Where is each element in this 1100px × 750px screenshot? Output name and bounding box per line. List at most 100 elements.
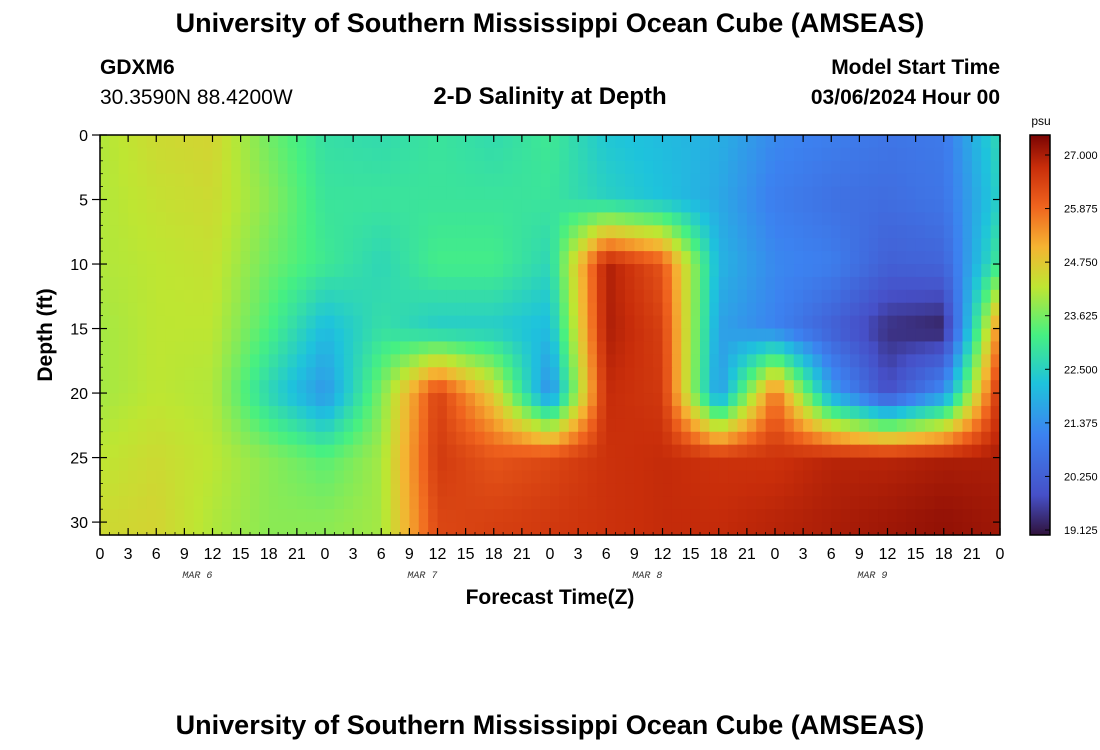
heatmap-cell [596, 380, 607, 394]
heatmap-cell [821, 328, 832, 343]
heatmap-cell [109, 470, 120, 484]
heatmap-cell [296, 470, 307, 484]
heatmap-cell [221, 509, 232, 523]
heatmap-cell [137, 135, 148, 149]
heatmap-cell [240, 341, 251, 355]
heatmap-cell [568, 444, 579, 459]
heatmap-cell [521, 431, 532, 446]
heatmap-cell [887, 238, 898, 252]
heatmap-cell [850, 276, 860, 291]
heatmap-cell [962, 328, 973, 343]
heatmap-cell [512, 367, 523, 381]
heatmap-cell [390, 302, 401, 317]
heatmap-cell [371, 457, 382, 472]
heatmap-cell [221, 496, 232, 510]
heatmap-cell [596, 276, 607, 291]
heatmap-cell [137, 276, 148, 291]
heatmap-cell [493, 457, 504, 472]
heatmap-cell [306, 302, 317, 317]
heatmap-cell [812, 199, 823, 214]
heatmap-cell [962, 147, 973, 162]
heatmap-cell [531, 276, 542, 291]
heatmap-cell [821, 264, 832, 278]
heatmap-cell [756, 289, 767, 304]
heatmap-cell [362, 393, 373, 407]
heatmap-cell [971, 457, 982, 472]
heatmap-cell [109, 251, 120, 265]
heatmap-cell [634, 173, 645, 188]
heatmap-cell [278, 367, 289, 381]
heatmap-cell [137, 470, 148, 484]
heatmap-cell [371, 496, 382, 510]
heatmap-cell [400, 276, 410, 291]
heatmap-cell [306, 496, 317, 510]
heatmap-cell [250, 160, 260, 175]
heatmap-cell [278, 509, 289, 523]
heatmap-cell [418, 354, 429, 368]
heatmap-cell [840, 225, 851, 239]
heatmap-cell [568, 251, 579, 265]
heatmap-cell [446, 418, 457, 433]
heatmap-cell [390, 470, 401, 484]
heatmap-cell [184, 509, 195, 523]
heatmap-cell [250, 509, 260, 523]
heatmap-cell [128, 212, 139, 226]
heatmap-cell [212, 496, 223, 510]
heatmap-cell [887, 173, 898, 188]
heatmap-cell [850, 393, 860, 407]
heatmap-cell [625, 496, 635, 510]
heatmap-cell [840, 509, 851, 523]
heatmap-cell [325, 418, 335, 433]
heatmap-cell [596, 238, 607, 252]
heatmap-cell [690, 380, 701, 394]
heatmap-cell [925, 251, 935, 265]
heatmap-cell [578, 431, 589, 446]
heatmap-cell [812, 251, 823, 265]
heatmap-cell [953, 302, 964, 317]
heatmap-cell [700, 431, 710, 446]
heatmap-cell [531, 186, 542, 201]
heatmap-cell [362, 173, 373, 188]
heatmap-cell [906, 367, 917, 381]
heatmap-cell [278, 238, 289, 252]
heatmap-cell [221, 457, 232, 472]
heatmap-cell [540, 393, 551, 407]
heatmap-cell [737, 470, 748, 484]
heatmap-cell [521, 354, 532, 368]
heatmap-cell [981, 483, 992, 497]
heatmap-cell [212, 289, 223, 304]
heatmap-cell [615, 354, 626, 368]
heatmap-cell [175, 147, 185, 162]
heatmap-cell [821, 212, 832, 226]
heatmap-cell [615, 367, 626, 381]
heatmap-cell [409, 212, 420, 226]
heatmap-cell [718, 225, 729, 239]
heatmap-cell [240, 289, 251, 304]
heatmap-cell [465, 199, 476, 214]
heatmap-cell [100, 380, 110, 394]
heatmap-cell [165, 522, 176, 536]
heatmap-cell [953, 160, 964, 175]
heatmap-cell [175, 418, 185, 433]
heatmap-cell [831, 354, 842, 368]
day-label: MAR 8 [632, 571, 662, 582]
heatmap-cell [221, 147, 232, 162]
heatmap-cell [109, 509, 120, 523]
heatmap-cell [662, 470, 673, 484]
heatmap-cell [400, 199, 410, 214]
heatmap-cell [803, 470, 814, 484]
heatmap-cell [878, 199, 889, 214]
heatmap-cell [390, 264, 401, 278]
heatmap-cell [634, 160, 645, 175]
heatmap-cell [259, 328, 270, 343]
heatmap-cell [550, 444, 560, 459]
heatmap-cell [315, 496, 326, 510]
heatmap-cell [175, 367, 185, 381]
heatmap-cell [156, 173, 167, 188]
heatmap-cell [334, 457, 345, 472]
heatmap-cell [831, 135, 842, 149]
heatmap-cell [765, 444, 776, 459]
heatmap-cell [718, 212, 729, 226]
heatmap-cell [625, 431, 635, 446]
heatmap-cell [625, 315, 635, 330]
